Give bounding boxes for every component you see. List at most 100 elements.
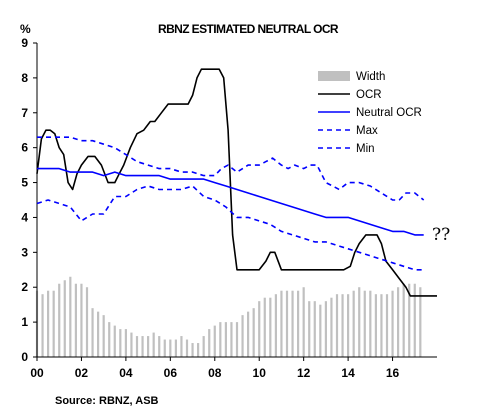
width-bar [141,336,144,357]
width-bar [291,290,294,357]
width-bar [224,322,227,357]
chart-title: RBNZ ESTIMATED NEUTRAL OCR [158,22,339,36]
width-bar [363,290,366,357]
width-bar [419,287,422,357]
width-bar [202,336,205,357]
width-bar [130,332,133,357]
width-bar [74,283,77,357]
width-bar [330,297,333,357]
width-bar [163,339,166,357]
width-bar [324,301,327,357]
width-bar [408,283,411,357]
width-bar [219,322,222,357]
width-bar [102,315,105,357]
width-bar [58,283,61,357]
width-bar [347,294,350,357]
x-tick-label-00: 00 [30,366,44,380]
width-bar [97,311,100,357]
width-bar [185,339,189,357]
width-bar [230,322,233,357]
width-bar [358,287,361,357]
width-bar [391,290,394,357]
width-bar [135,336,139,357]
width-bar [47,290,50,357]
width-bar [385,294,389,357]
series-lines [36,68,437,297]
width-bar [180,336,183,357]
legend-label-max: Max [356,125,378,137]
width-bar [313,301,316,357]
width-bar [274,294,277,357]
annotation-question: ?? [432,225,450,245]
legend-swatch-width [318,71,350,81]
width-bar [341,294,344,357]
y-tick-label-6: 6 [21,141,28,155]
width-bar [63,280,66,357]
y-tick-label-7: 7 [21,106,28,120]
y-tick-label-9: 9 [21,36,28,50]
width-bar [258,301,261,357]
width-bar [374,294,377,357]
width-bar [124,329,127,357]
x-tick-label-06: 06 [164,366,178,380]
width-bar [69,276,72,357]
legend-item-neutral-ocr: Neutral OCR [318,107,422,119]
legend-label-min: Min [356,143,375,155]
width-bar [213,325,216,357]
width-bar [402,283,405,357]
width-bar [80,283,83,357]
x-tick-label-16: 16 [386,366,400,380]
legend-item-max: Max [318,125,378,137]
x-tick-label-02: 02 [75,366,89,380]
width-bar [108,322,111,357]
y-ticks: 0 1 2 3 4 5 6 7 8 9 [21,36,37,364]
width-bar [169,339,172,357]
width-bar [297,290,300,357]
width-bar [369,290,372,357]
x-tick-label-12: 12 [297,366,311,380]
axes [36,43,437,358]
width-bar [85,287,89,357]
source-note: Source: RBNZ, ASB [55,395,159,407]
legend-item-ocr: OCR [318,89,382,101]
x-tick-label-14: 14 [341,366,355,380]
x-tick-label-08: 08 [208,366,222,380]
width-bar [147,336,150,357]
width-bar [235,322,239,357]
width-bar [41,294,44,357]
width-bar [308,301,311,357]
width-bar [280,290,283,357]
width-bar [335,294,339,357]
series-line-ocr [36,68,437,297]
legend-item-min: Min [318,143,375,155]
width-bar [91,308,94,357]
legend-label-neutral-ocr: Neutral OCR [356,107,422,119]
width-bar [269,297,272,357]
width-bar [197,343,200,357]
legend-label-width: Width [356,71,385,83]
width-bar [252,308,255,357]
width-bar [380,294,383,357]
y-axis-unit: % [20,22,31,36]
width-bars [35,276,422,357]
width-bar [397,287,400,357]
legend-label-ocr: OCR [356,89,382,101]
y-tick-label-3: 3 [21,245,28,259]
y-tick-label-8: 8 [21,71,28,85]
width-bar [241,315,244,357]
x-ticks: 00 02 04 06 08 10 12 14 16 [30,357,400,380]
y-tick-label-4: 4 [21,210,28,224]
series-line-max [37,136,425,201]
width-bar [263,297,266,357]
width-bar [158,336,161,357]
width-bar [174,339,177,357]
width-bar [285,290,289,357]
y-tick-label-2: 2 [21,280,28,294]
width-bar [352,290,355,357]
width-bar [247,311,250,357]
legend: Width OCR Neutral OCR Max Min [318,71,422,155]
y-tick-label-0: 0 [21,350,28,364]
y-tick-label-5: 5 [21,176,28,190]
y-tick-label-1: 1 [21,315,28,329]
